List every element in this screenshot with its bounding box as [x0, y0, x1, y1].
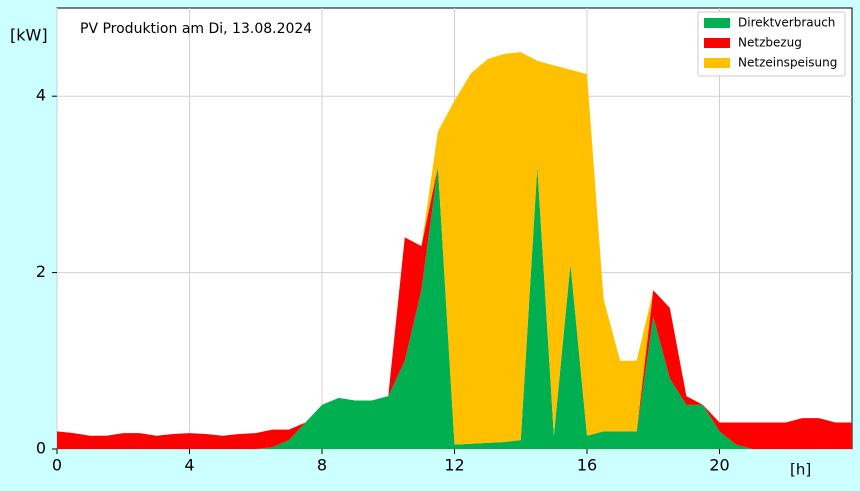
area	[57, 166, 852, 449]
x-tick-label: 12	[444, 456, 464, 475]
axes: 0 2 4 0 4 8 12 16 20	[36, 86, 730, 475]
legend-label: Netzeinspeisung	[738, 56, 837, 70]
x-tick-label: 8	[317, 456, 327, 475]
y-tick-label: 0	[36, 439, 46, 458]
x-axis-label: [h]	[790, 461, 811, 479]
legend-swatch	[704, 18, 730, 28]
x-tick-label: 4	[184, 456, 194, 475]
legend-swatch	[704, 58, 730, 68]
x-tick-label: 16	[577, 456, 597, 475]
legend-label: Direktverbrauch	[738, 16, 835, 30]
chart-title: PV Produktion am Di, 13.08.2024	[80, 21, 312, 37]
x-tick-label: 20	[709, 456, 729, 475]
y-tick-label: 2	[36, 262, 46, 281]
y-axis-label: [kW]	[10, 26, 48, 45]
legend: Direktverbrauch Netzbezug Netzeinspeisung	[697, 11, 846, 77]
legend-label: Netzbezug	[738, 36, 802, 50]
area	[57, 52, 852, 445]
y-tick-label: 4	[36, 86, 46, 105]
legend-box	[697, 11, 846, 77]
x-tick-label: 0	[52, 456, 62, 475]
areas	[57, 52, 852, 449]
legend-swatch	[704, 38, 730, 48]
